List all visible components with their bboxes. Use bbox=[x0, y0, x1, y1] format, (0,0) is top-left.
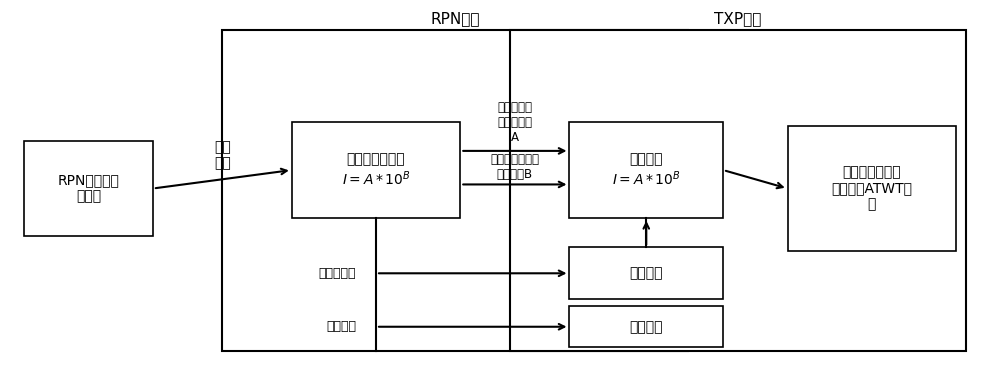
Text: 闭锁逻辑: 闭锁逻辑 bbox=[630, 320, 663, 334]
Text: 第二电流信号直
接输出至ATWT保
护: 第二电流信号直 接输出至ATWT保 护 bbox=[831, 165, 912, 212]
Text: 电流计算
$I = A*10^B$: 电流计算 $I = A*10^B$ bbox=[612, 152, 681, 188]
Text: 第一电流信
号的模拟量
A: 第一电流信 号的模拟量 A bbox=[497, 101, 532, 144]
FancyBboxPatch shape bbox=[569, 307, 723, 347]
Text: 电流采集处理板
$I = A*10^B$: 电流采集处理板 $I = A*10^B$ bbox=[342, 152, 410, 188]
FancyBboxPatch shape bbox=[292, 122, 460, 218]
FancyBboxPatch shape bbox=[24, 141, 153, 236]
FancyBboxPatch shape bbox=[569, 247, 723, 299]
FancyBboxPatch shape bbox=[222, 30, 688, 351]
Text: 电流
信号: 电流 信号 bbox=[214, 140, 231, 170]
FancyBboxPatch shape bbox=[788, 126, 956, 251]
Text: TXP系统: TXP系统 bbox=[714, 11, 762, 26]
Text: 第一电流信号的
量程编码B: 第一电流信号的 量程编码B bbox=[490, 153, 539, 181]
Text: RPN中间量程
探测器: RPN中间量程 探测器 bbox=[58, 173, 119, 204]
Text: 闭锁信号: 闭锁信号 bbox=[326, 320, 356, 333]
Text: RPN机柜: RPN机柜 bbox=[431, 11, 480, 26]
FancyBboxPatch shape bbox=[510, 30, 966, 351]
FancyBboxPatch shape bbox=[569, 122, 723, 218]
Text: 奇偶校验位: 奇偶校验位 bbox=[319, 267, 356, 280]
Text: 奇偶校验: 奇偶校验 bbox=[630, 266, 663, 280]
